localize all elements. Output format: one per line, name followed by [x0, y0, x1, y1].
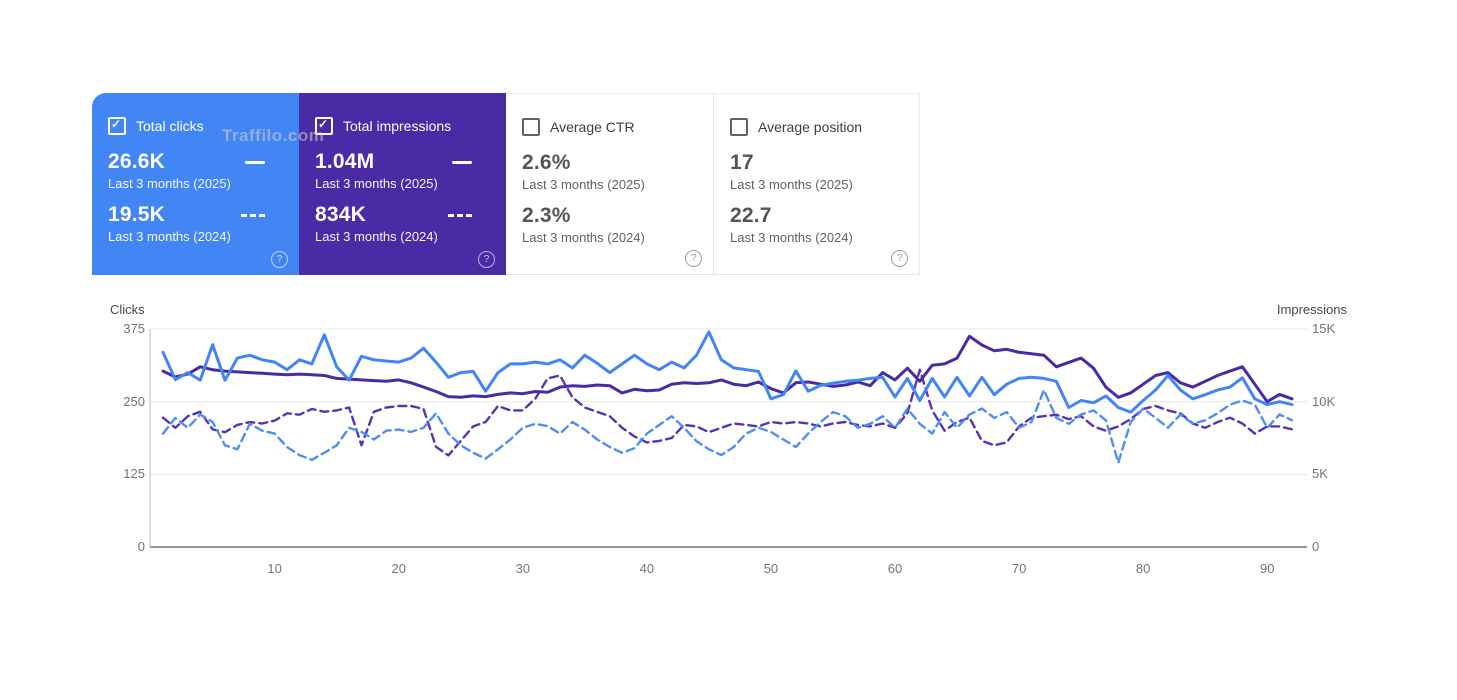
- solid-line-swatch-icon: [245, 160, 265, 164]
- metric-period-2025: Last 3 months (2025): [730, 177, 853, 192]
- metric-value-2024: 834K: [315, 203, 367, 226]
- card-label: Average CTR: [550, 119, 635, 135]
- metric-period-2025: Last 3 months (2025): [522, 177, 645, 192]
- checkbox-total-clicks[interactable]: [108, 117, 126, 135]
- axis-tick-label: 0: [1312, 539, 1320, 554]
- dashed-line-swatch-icon: [241, 213, 265, 217]
- metric-value-2024: 2.3%: [522, 204, 571, 227]
- card-label: Total impressions: [343, 118, 452, 134]
- axis-tick-label: 10: [267, 561, 282, 576]
- help-icon[interactable]: ?: [685, 250, 702, 267]
- axis-tick-label: 20: [391, 561, 406, 576]
- metric-period-2024: Last 3 months (2024): [108, 229, 231, 244]
- card-label: Average position: [758, 119, 863, 135]
- checkbox-total-impressions[interactable]: [315, 117, 333, 135]
- help-icon[interactable]: ?: [271, 251, 288, 268]
- metric-value-2025: 26.6K: [108, 150, 166, 173]
- help-icon[interactable]: ?: [891, 250, 908, 267]
- axis-tick-label: 0: [137, 539, 145, 554]
- metric-value-2025: 2.6%: [522, 151, 571, 174]
- checkbox-average-ctr[interactable]: [522, 118, 540, 136]
- series-line-impressions-last-3-months-2025-: [161, 334, 1294, 404]
- metric-period-2024: Last 3 months (2024): [522, 230, 645, 245]
- y-axis-title-impressions: Impressions: [1276, 302, 1347, 317]
- axis-tick-label: 50: [763, 561, 779, 576]
- card-total-impressions[interactable]: Total impressions 1.04M Last 3 months (2…: [299, 93, 506, 275]
- checkbox-average-position[interactable]: [730, 118, 748, 136]
- y-axis-title-clicks: Clicks: [110, 302, 145, 317]
- axis-tick-label: 375: [123, 321, 145, 336]
- card-label: Total clicks: [136, 118, 204, 134]
- axis-tick-label: 5K: [1312, 466, 1328, 482]
- card-total-clicks[interactable]: Total clicks 26.6K Last 3 months (2025) …: [92, 93, 299, 275]
- metric-period-2025: Last 3 months (2025): [108, 176, 231, 191]
- card-average-position[interactable]: Average position 17 Last 3 months (2025)…: [713, 93, 920, 275]
- metric-period-2024: Last 3 months (2024): [315, 229, 438, 244]
- solid-line-swatch-icon: [452, 160, 472, 164]
- metric-cards: Total clicks 26.6K Last 3 months (2025) …: [92, 93, 920, 275]
- help-icon[interactable]: ?: [478, 251, 495, 268]
- axis-tick-label: 10K: [1312, 393, 1336, 409]
- metric-value-2024: 22.7: [730, 204, 772, 227]
- metric-value-2025: 1.04M: [315, 150, 375, 173]
- axis-tick-label: 40: [639, 561, 655, 576]
- axis-tick-label: 70: [1011, 561, 1027, 576]
- axis-tick-label: 60: [887, 561, 903, 576]
- axis-tick-label: 90: [1259, 561, 1275, 576]
- axis-tick-label: 30: [515, 561, 531, 576]
- series-line-impressions-last-3-months-2024-: [161, 368, 1294, 457]
- series-line-clicks-last-3-months-2025-: [161, 330, 1294, 414]
- axis-tick-label: 125: [123, 466, 145, 482]
- metric-value-2024: 19.5K: [108, 203, 166, 226]
- axis-tick-label: 80: [1135, 561, 1151, 576]
- axis-tick-label: 15K: [1312, 321, 1336, 336]
- axis-tick-label: 250: [123, 393, 145, 409]
- metric-value-2025: 17: [730, 151, 754, 174]
- card-average-ctr[interactable]: Average CTR 2.6% Last 3 months (2025) 2.…: [506, 93, 713, 275]
- dashed-line-swatch-icon: [448, 213, 472, 217]
- series-line-clicks-last-3-months-2024-: [161, 388, 1294, 464]
- metric-period-2024: Last 3 months (2024): [730, 230, 853, 245]
- metric-period-2025: Last 3 months (2025): [315, 176, 438, 191]
